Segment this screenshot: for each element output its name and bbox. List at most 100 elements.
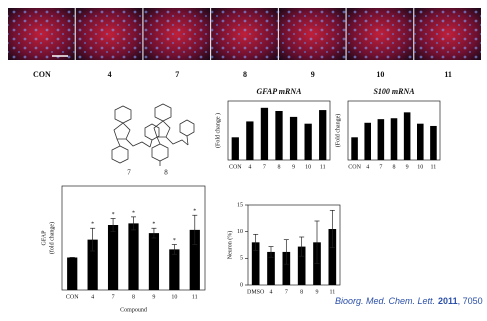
bar	[430, 125, 437, 160]
bar	[328, 229, 337, 285]
x-tick-label: 10	[171, 294, 177, 300]
image-label: 4	[108, 70, 112, 79]
plot-frame	[247, 204, 341, 286]
y-axis-label: Neuron (%)	[226, 231, 233, 260]
error-bar	[299, 236, 305, 257]
bar	[304, 123, 312, 160]
x-tick-label: 4	[270, 289, 273, 295]
y-tick-label: 5	[240, 256, 243, 262]
x-tick-label: 4	[91, 294, 94, 300]
x-tick-label: 7	[285, 289, 288, 295]
nuclei	[75, 8, 143, 60]
bar	[107, 225, 119, 290]
micrograph-row: CON 4 7 8 9 10 11	[8, 8, 481, 79]
citation-pages: , 7050	[458, 296, 483, 306]
bar	[364, 122, 371, 160]
x-tick-label: 10	[305, 164, 311, 170]
bar	[189, 229, 200, 290]
bar	[87, 239, 98, 290]
error-bar	[283, 239, 289, 265]
x-tick-label: 7	[112, 294, 115, 300]
significance: *	[112, 212, 115, 218]
bar	[390, 118, 398, 160]
image-label: CON	[33, 70, 51, 79]
x-tick-label: 4	[248, 164, 251, 170]
bar	[128, 223, 139, 290]
x-tick-label: 7	[379, 164, 382, 170]
x-tick-label: 8	[300, 289, 303, 295]
nuclei	[143, 8, 211, 60]
y-axis-label: (Fold change )	[214, 113, 221, 148]
significance: *	[193, 209, 196, 215]
structure-8	[151, 103, 195, 166]
image-label: 11	[444, 70, 452, 79]
bar	[289, 116, 298, 160]
x-tick-label: 7	[263, 164, 266, 170]
structure-label: 8	[164, 169, 168, 177]
bar	[260, 107, 269, 160]
error-bar	[314, 220, 320, 265]
x-tick-label: 9	[292, 164, 295, 170]
error-bar	[192, 214, 198, 245]
x-tick-label: CON	[229, 164, 242, 170]
error-bar	[110, 218, 116, 232]
x-tick-label: 9	[316, 289, 319, 295]
error-bar	[131, 216, 136, 231]
chart-title: GFAP mRNA	[257, 87, 303, 96]
significance: *	[173, 238, 176, 244]
x-tick-label: 10	[417, 164, 423, 170]
x-tick-label: 9	[152, 294, 155, 300]
y-tick-label: 15	[237, 202, 243, 208]
bar	[67, 257, 78, 290]
y-tick-label: 0	[240, 282, 243, 288]
x-tick-label: 11	[192, 294, 198, 300]
bar	[319, 110, 327, 160]
nuclei	[414, 8, 481, 60]
x-tick-label: DMSO	[247, 289, 265, 295]
x-tick-label: 8	[132, 294, 135, 300]
bar	[251, 242, 260, 285]
x-tick-label: 8	[278, 164, 281, 170]
nuclei	[346, 8, 414, 60]
image-label: 10	[376, 70, 384, 79]
x-tick-label: 11	[431, 164, 437, 170]
error-bar	[268, 246, 274, 258]
error-bar	[253, 233, 259, 251]
structure-7	[111, 105, 160, 164]
x-tick-label: CON	[66, 294, 79, 300]
image-label: 8	[243, 70, 247, 79]
bar	[231, 137, 239, 160]
error-bar	[151, 227, 157, 239]
bar	[403, 112, 411, 160]
error-bar	[171, 244, 177, 255]
error-bar	[329, 209, 335, 249]
bar	[275, 110, 283, 160]
x-tick-label: 11	[329, 289, 335, 295]
citation-journal: Bioorg. Med. Chem. Lett.	[335, 296, 435, 306]
bar	[282, 251, 291, 285]
image-label: 9	[311, 70, 315, 79]
chart-title: S100 mRNA	[373, 87, 415, 96]
x-tick-label: CON	[348, 164, 361, 170]
bar	[297, 246, 306, 285]
x-tick-label: 11	[320, 164, 326, 170]
y-axis-label: (fold change)	[48, 222, 55, 254]
bar	[267, 251, 275, 285]
y-axis-label: (Fold change)	[334, 114, 341, 148]
nuclei	[211, 8, 278, 60]
significance: *	[91, 222, 94, 228]
bar	[169, 249, 180, 290]
nuclei	[278, 8, 346, 60]
bar	[377, 119, 385, 160]
x-axis-label: Compound	[120, 307, 147, 313]
image-label: 7	[175, 70, 179, 79]
structure-label: 7	[127, 169, 131, 177]
significance: *	[132, 210, 135, 216]
y-tick-label: 10	[237, 229, 243, 235]
bar	[246, 121, 254, 160]
x-tick-label: 9	[406, 164, 409, 170]
nuclei	[8, 8, 75, 60]
y-axis-label: GFAP	[41, 230, 47, 246]
citation-year: 2011	[438, 296, 458, 306]
